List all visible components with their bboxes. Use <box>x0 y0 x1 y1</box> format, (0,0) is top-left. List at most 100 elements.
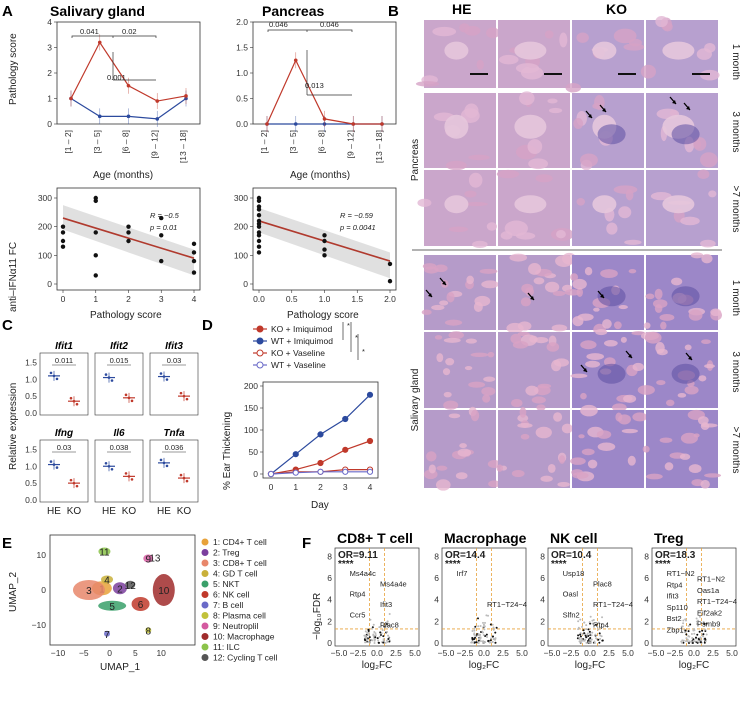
umap-cluster-label: 9 <box>146 555 152 566</box>
umap-cluster <box>72 580 105 600</box>
volcano-point <box>477 617 480 620</box>
a2-point <box>293 58 298 63</box>
legend-entry: KO + Vaseline <box>271 348 325 358</box>
c-ytick: 1.5 <box>25 357 37 367</box>
volcano-point <box>588 630 591 633</box>
row-label-1: 1 month <box>730 44 740 80</box>
volcano-point <box>373 641 376 644</box>
volcano-point <box>364 641 367 644</box>
f-ytick: 4 <box>540 595 545 605</box>
volcano-or: OR=10.4 <box>551 550 592 561</box>
e-xlabel: UMAP_1 <box>100 662 140 673</box>
pancreas-title: Pancreas <box>262 3 324 19</box>
volcano-or: OR=18.3 <box>655 550 696 561</box>
volcano-point <box>701 629 704 632</box>
volcano-point <box>595 637 598 640</box>
panel-d-label: D <box>202 317 213 334</box>
s2-ytick: 200 <box>234 222 248 232</box>
d-sig-3: * <box>362 347 365 356</box>
volcano-point <box>492 626 495 629</box>
volcano-gene-label: Plac8 <box>380 621 399 630</box>
volcano-point <box>473 632 476 635</box>
volcano-point <box>379 631 382 634</box>
d-ytick: 0 <box>253 469 258 479</box>
s2-point <box>256 244 262 249</box>
s1-fit-line <box>62 217 195 259</box>
volcano-point <box>597 638 600 641</box>
volcano-gene-label: Zbp1 <box>667 625 684 634</box>
volcano-point <box>597 628 600 631</box>
volcano-point <box>477 639 480 642</box>
umap-legend-entry: 9: Neutroplil <box>213 621 258 631</box>
a1-ytick: 2 <box>47 68 52 78</box>
c-xtick: KO <box>122 506 137 517</box>
c-point <box>179 391 183 395</box>
umap-cluster <box>125 580 136 589</box>
volcano-point <box>580 637 583 640</box>
gene-pvalue: 0.036 <box>165 443 184 452</box>
s2-point <box>256 198 262 204</box>
volcano-point <box>704 640 707 643</box>
a1-point <box>97 40 102 45</box>
volcano-point <box>487 614 490 617</box>
a2-ytick: 0.5 <box>236 94 248 104</box>
e-xtick: 0 <box>107 648 112 658</box>
group-label-pancreas: Pancreas <box>410 139 421 181</box>
gene-pvalue: 0.03 <box>57 443 72 452</box>
d-xtick: 1 <box>293 482 298 492</box>
volcano-point <box>579 618 582 621</box>
c-point <box>104 461 108 465</box>
a1-ytick: 1 <box>47 94 52 104</box>
volcano-point <box>685 637 688 640</box>
umap-cluster-label: 5 <box>109 602 115 613</box>
e-ytick: 10 <box>37 550 47 560</box>
s2-point <box>256 233 262 238</box>
c-point <box>162 461 166 465</box>
c-point <box>69 478 73 482</box>
volcano-gene-label: Psmb9 <box>697 620 720 629</box>
c-ytick: 0.0 <box>25 495 37 505</box>
panel-a-salivary-pathology: Salivary gland Pathology score Age (mont… <box>8 3 201 181</box>
gene-title: Tnfa <box>163 428 185 439</box>
a2-point <box>293 122 298 126</box>
volcano-point <box>473 629 476 632</box>
legend-entry: KO + Imiquimod <box>271 324 332 334</box>
gene-pvalue: 0.03 <box>167 356 182 365</box>
row-label-6: >7 months <box>730 427 740 474</box>
volcano-point <box>692 629 695 632</box>
s1-point <box>126 230 131 235</box>
c-point <box>185 479 189 483</box>
d-xtick: 2 <box>318 482 323 492</box>
volcano-point <box>489 637 492 640</box>
s1-ytick: 100 <box>38 250 52 260</box>
volcano-point <box>585 641 588 644</box>
s1-point <box>126 224 131 229</box>
panel-a-salivary-scatter: anti–IFNα11 FC Pathology score 010020030… <box>8 187 201 321</box>
volcano-point <box>591 622 594 625</box>
volcano-gene-label: Ifit3 <box>667 592 679 601</box>
c-point <box>49 371 53 375</box>
d-point <box>366 437 374 445</box>
umap-cluster <box>98 547 111 556</box>
salivary-ylabel: Pathology score <box>8 33 19 105</box>
volcano-point <box>591 631 594 634</box>
volcano-point <box>369 618 372 621</box>
f-ytick: 6 <box>644 573 649 583</box>
c-ytick: 0.5 <box>25 391 37 401</box>
c-point <box>107 464 111 468</box>
f-xtick: −2.5 <box>350 648 367 658</box>
d-ytick: 100 <box>244 425 258 435</box>
umap-cluster-label: 3 <box>86 586 92 597</box>
pancreas-p2: 0.046 <box>320 20 339 29</box>
volcano-point <box>584 634 587 637</box>
d-point <box>267 470 275 478</box>
umap-legend-entry: 1: CD4+ T cell <box>213 537 267 547</box>
volcano-point <box>364 635 367 638</box>
s1-point <box>93 273 98 278</box>
volcano-point <box>474 625 477 628</box>
volcano-point <box>588 641 591 644</box>
volcano-point <box>686 640 689 643</box>
c-point <box>104 373 108 376</box>
c-xtick: HE <box>47 506 61 517</box>
volcano-point <box>587 628 590 631</box>
